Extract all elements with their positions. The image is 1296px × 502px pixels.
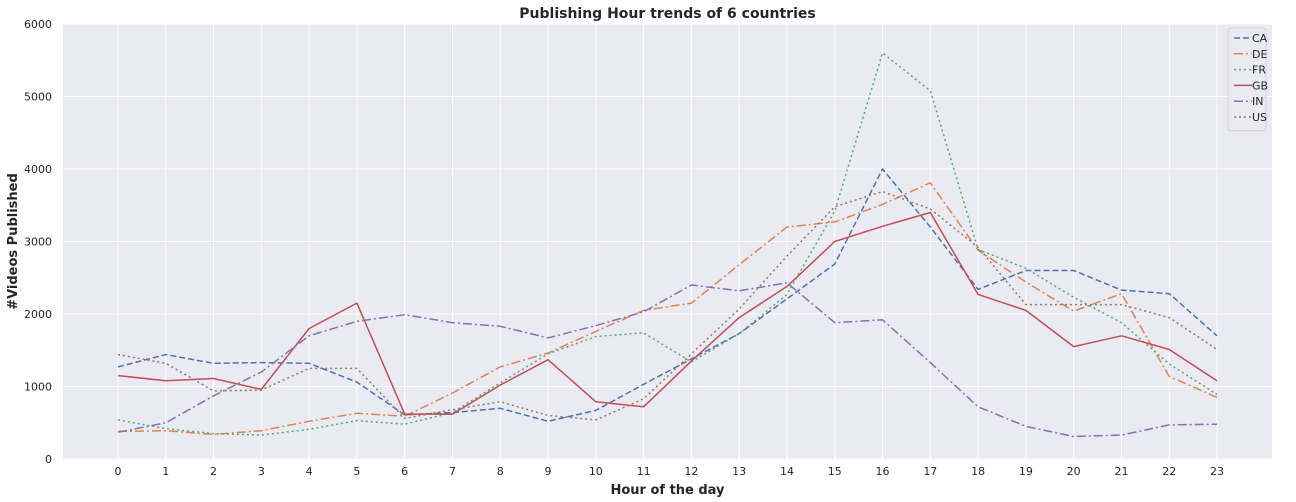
y-tick-label: 4000 (24, 163, 52, 176)
series-line-ca (117, 168, 1218, 423)
legend: CA DE FR GB IN US (1227, 27, 1268, 132)
series-lines (117, 52, 1218, 438)
series-line-in (117, 282, 1218, 438)
y-tick-label: 0 (45, 453, 52, 466)
x-tick-label: 6 (401, 465, 408, 478)
y-axis-title: #Videos Published (6, 173, 21, 310)
y-tick-label: 3000 (24, 236, 52, 249)
x-tick-label: 4 (306, 465, 313, 478)
x-tick-label: 0 (114, 465, 121, 478)
legend-label-in: IN (1252, 95, 1263, 108)
x-tick-label: 23 (1210, 465, 1224, 478)
x-tick-label: 17 (923, 465, 937, 478)
x-tick-label: 15 (828, 465, 842, 478)
x-tick-label: 2 (210, 465, 217, 478)
legend-label-fr: FR (1252, 64, 1266, 77)
y-tick-label: 5000 (24, 91, 52, 104)
x-tick-label: 14 (780, 465, 794, 478)
y-tick-label: 2000 (24, 308, 52, 321)
series-line-fr (117, 52, 1218, 436)
x-tick-label: 20 (1067, 465, 1081, 478)
y-tick-label: 6000 (24, 18, 52, 31)
y-tick-labels: 0 1000 2000 3000 4000 5000 6000 (24, 18, 52, 466)
series-line-us (117, 190, 1218, 421)
y-tick-label: 1000 (24, 381, 52, 394)
x-tick-label: 21 (1114, 465, 1128, 478)
chart-title: Publishing Hour trends of 6 countries (519, 6, 815, 22)
legend-label-ca: CA (1252, 32, 1268, 45)
x-tick-label: 7 (449, 465, 456, 478)
x-tick-label: 10 (589, 465, 603, 478)
x-tick-label: 3 (258, 465, 265, 478)
x-tick-label: 19 (1019, 465, 1033, 478)
series-line-gb (117, 211, 1218, 415)
x-tick-label: 12 (684, 465, 698, 478)
x-tick-label: 1 (162, 465, 169, 478)
x-tick-labels: 0 1 2 3 4 5 6 7 8 9 10 11 12 13 14 15 16 17 18 19 20 21 22 23 (114, 465, 1224, 478)
grid-lines (63, 23, 1272, 460)
x-tick-label: 22 (1162, 465, 1176, 478)
legend-label-gb: GB (1252, 79, 1268, 92)
x-tick-label: 18 (971, 465, 985, 478)
x-tick-label: 8 (497, 465, 504, 478)
x-tick-label: 16 (876, 465, 890, 478)
x-tick-label: 13 (732, 465, 746, 478)
x-tick-label: 11 (637, 465, 651, 478)
x-tick-label: 9 (545, 465, 552, 478)
x-tick-label: 5 (353, 465, 360, 478)
legend-label-de: DE (1252, 48, 1267, 61)
legend-label-us: US (1252, 111, 1267, 124)
x-axis-title: Hour of the day (610, 483, 725, 498)
series-line-de (117, 182, 1218, 436)
